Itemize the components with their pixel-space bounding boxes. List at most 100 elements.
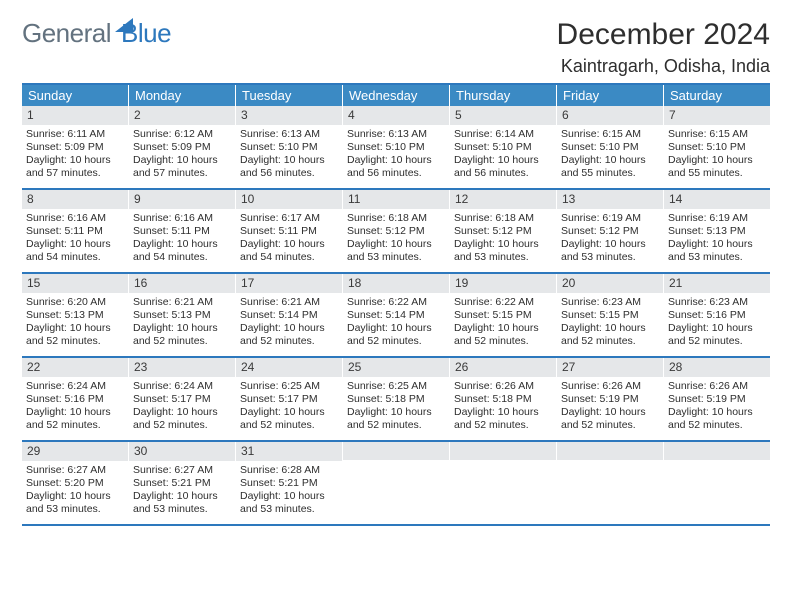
sunset-text: Sunset: 5:14 PM	[240, 309, 338, 322]
day-body: Sunrise: 6:18 AMSunset: 5:12 PMDaylight:…	[450, 209, 556, 269]
location-subtitle: Kaintragarh, Odisha, India	[557, 56, 770, 77]
logo-triangle-icon	[115, 18, 133, 32]
day-number: 19	[450, 274, 556, 293]
day-body: Sunrise: 6:24 AMSunset: 5:16 PMDaylight:…	[22, 377, 128, 437]
sunset-text: Sunset: 5:19 PM	[561, 393, 659, 406]
sunset-text: Sunset: 5:11 PM	[133, 225, 231, 238]
daylight-text: Daylight: 10 hours and 53 minutes.	[26, 490, 124, 516]
sunset-text: Sunset: 5:10 PM	[347, 141, 445, 154]
sunrise-text: Sunrise: 6:27 AM	[133, 464, 231, 477]
sunrise-text: Sunrise: 6:23 AM	[668, 296, 766, 309]
day-cell: 10Sunrise: 6:17 AMSunset: 5:11 PMDayligh…	[236, 190, 343, 272]
day-body: Sunrise: 6:16 AMSunset: 5:11 PMDaylight:…	[129, 209, 235, 269]
day-cell: 24Sunrise: 6:25 AMSunset: 5:17 PMDayligh…	[236, 358, 343, 440]
sunset-text: Sunset: 5:15 PM	[561, 309, 659, 322]
day-cell: 7Sunrise: 6:15 AMSunset: 5:10 PMDaylight…	[664, 106, 770, 188]
day-body	[343, 460, 449, 467]
daylight-text: Daylight: 10 hours and 52 minutes.	[347, 406, 445, 432]
daylight-text: Daylight: 10 hours and 52 minutes.	[240, 406, 338, 432]
day-cell	[343, 442, 450, 524]
sunset-text: Sunset: 5:19 PM	[668, 393, 766, 406]
day-body	[557, 460, 663, 467]
day-body: Sunrise: 6:22 AMSunset: 5:15 PMDaylight:…	[450, 293, 556, 353]
day-cell: 22Sunrise: 6:24 AMSunset: 5:16 PMDayligh…	[22, 358, 129, 440]
daylight-text: Daylight: 10 hours and 54 minutes.	[240, 238, 338, 264]
daylight-text: Daylight: 10 hours and 52 minutes.	[26, 322, 124, 348]
sunrise-text: Sunrise: 6:20 AM	[26, 296, 124, 309]
daylight-text: Daylight: 10 hours and 54 minutes.	[133, 238, 231, 264]
weekday-header: Tuesday	[236, 85, 343, 106]
sunset-text: Sunset: 5:18 PM	[347, 393, 445, 406]
day-body: Sunrise: 6:25 AMSunset: 5:18 PMDaylight:…	[343, 377, 449, 437]
day-number: 31	[236, 442, 342, 461]
day-cell: 16Sunrise: 6:21 AMSunset: 5:13 PMDayligh…	[129, 274, 236, 356]
day-cell: 19Sunrise: 6:22 AMSunset: 5:15 PMDayligh…	[450, 274, 557, 356]
sunset-text: Sunset: 5:17 PM	[133, 393, 231, 406]
daylight-text: Daylight: 10 hours and 53 minutes.	[347, 238, 445, 264]
week-row: 22Sunrise: 6:24 AMSunset: 5:16 PMDayligh…	[22, 358, 770, 442]
sunset-text: Sunset: 5:18 PM	[454, 393, 552, 406]
sunrise-text: Sunrise: 6:26 AM	[561, 380, 659, 393]
daylight-text: Daylight: 10 hours and 53 minutes.	[454, 238, 552, 264]
header: General Blue December 2024 Kaintragarh, …	[22, 18, 770, 77]
sunset-text: Sunset: 5:10 PM	[454, 141, 552, 154]
weekday-header: Friday	[557, 85, 664, 106]
day-number: 11	[343, 190, 449, 209]
sunset-text: Sunset: 5:10 PM	[668, 141, 766, 154]
day-body: Sunrise: 6:11 AMSunset: 5:09 PMDaylight:…	[22, 125, 128, 185]
day-cell: 4Sunrise: 6:13 AMSunset: 5:10 PMDaylight…	[343, 106, 450, 188]
daylight-text: Daylight: 10 hours and 57 minutes.	[26, 154, 124, 180]
day-number: 14	[664, 190, 770, 209]
sunrise-text: Sunrise: 6:17 AM	[240, 212, 338, 225]
sunrise-text: Sunrise: 6:24 AM	[26, 380, 124, 393]
daylight-text: Daylight: 10 hours and 56 minutes.	[347, 154, 445, 180]
day-number: 18	[343, 274, 449, 293]
day-body: Sunrise: 6:23 AMSunset: 5:16 PMDaylight:…	[664, 293, 770, 353]
sunset-text: Sunset: 5:09 PM	[26, 141, 124, 154]
day-cell: 29Sunrise: 6:27 AMSunset: 5:20 PMDayligh…	[22, 442, 129, 524]
sunrise-text: Sunrise: 6:14 AM	[454, 128, 552, 141]
day-number: 22	[22, 358, 128, 377]
page-title: December 2024	[557, 18, 770, 52]
week-row: 1Sunrise: 6:11 AMSunset: 5:09 PMDaylight…	[22, 106, 770, 190]
day-number: 24	[236, 358, 342, 377]
daylight-text: Daylight: 10 hours and 55 minutes.	[668, 154, 766, 180]
day-body: Sunrise: 6:27 AMSunset: 5:20 PMDaylight:…	[22, 461, 128, 521]
sunrise-text: Sunrise: 6:18 AM	[454, 212, 552, 225]
day-body: Sunrise: 6:15 AMSunset: 5:10 PMDaylight:…	[557, 125, 663, 185]
day-number: 13	[557, 190, 663, 209]
sunrise-text: Sunrise: 6:13 AM	[347, 128, 445, 141]
sunset-text: Sunset: 5:13 PM	[133, 309, 231, 322]
sunset-text: Sunset: 5:09 PM	[133, 141, 231, 154]
day-cell	[450, 442, 557, 524]
sunrise-text: Sunrise: 6:27 AM	[26, 464, 124, 477]
calendar: SundayMondayTuesdayWednesdayThursdayFrid…	[22, 83, 770, 526]
sunset-text: Sunset: 5:15 PM	[454, 309, 552, 322]
daylight-text: Daylight: 10 hours and 52 minutes.	[133, 406, 231, 432]
day-cell: 18Sunrise: 6:22 AMSunset: 5:14 PMDayligh…	[343, 274, 450, 356]
day-number: 17	[236, 274, 342, 293]
weekday-header-row: SundayMondayTuesdayWednesdayThursdayFrid…	[22, 85, 770, 106]
day-body: Sunrise: 6:22 AMSunset: 5:14 PMDaylight:…	[343, 293, 449, 353]
day-body: Sunrise: 6:26 AMSunset: 5:19 PMDaylight:…	[557, 377, 663, 437]
day-body: Sunrise: 6:26 AMSunset: 5:18 PMDaylight:…	[450, 377, 556, 437]
day-number: 15	[22, 274, 128, 293]
daylight-text: Daylight: 10 hours and 53 minutes.	[668, 238, 766, 264]
day-number: 23	[129, 358, 235, 377]
day-body: Sunrise: 6:24 AMSunset: 5:17 PMDaylight:…	[129, 377, 235, 437]
sunrise-text: Sunrise: 6:26 AM	[668, 380, 766, 393]
day-body: Sunrise: 6:28 AMSunset: 5:21 PMDaylight:…	[236, 461, 342, 521]
day-body: Sunrise: 6:17 AMSunset: 5:11 PMDaylight:…	[236, 209, 342, 269]
day-cell: 1Sunrise: 6:11 AMSunset: 5:09 PMDaylight…	[22, 106, 129, 188]
sunrise-text: Sunrise: 6:23 AM	[561, 296, 659, 309]
day-number	[664, 442, 770, 460]
day-body: Sunrise: 6:27 AMSunset: 5:21 PMDaylight:…	[129, 461, 235, 521]
logo-text-1: General	[22, 18, 111, 49]
sunrise-text: Sunrise: 6:19 AM	[668, 212, 766, 225]
day-number	[557, 442, 663, 460]
logo: General Blue	[22, 18, 171, 49]
sunrise-text: Sunrise: 6:19 AM	[561, 212, 659, 225]
sunset-text: Sunset: 5:21 PM	[240, 477, 338, 490]
day-cell: 3Sunrise: 6:13 AMSunset: 5:10 PMDaylight…	[236, 106, 343, 188]
sunrise-text: Sunrise: 6:22 AM	[347, 296, 445, 309]
